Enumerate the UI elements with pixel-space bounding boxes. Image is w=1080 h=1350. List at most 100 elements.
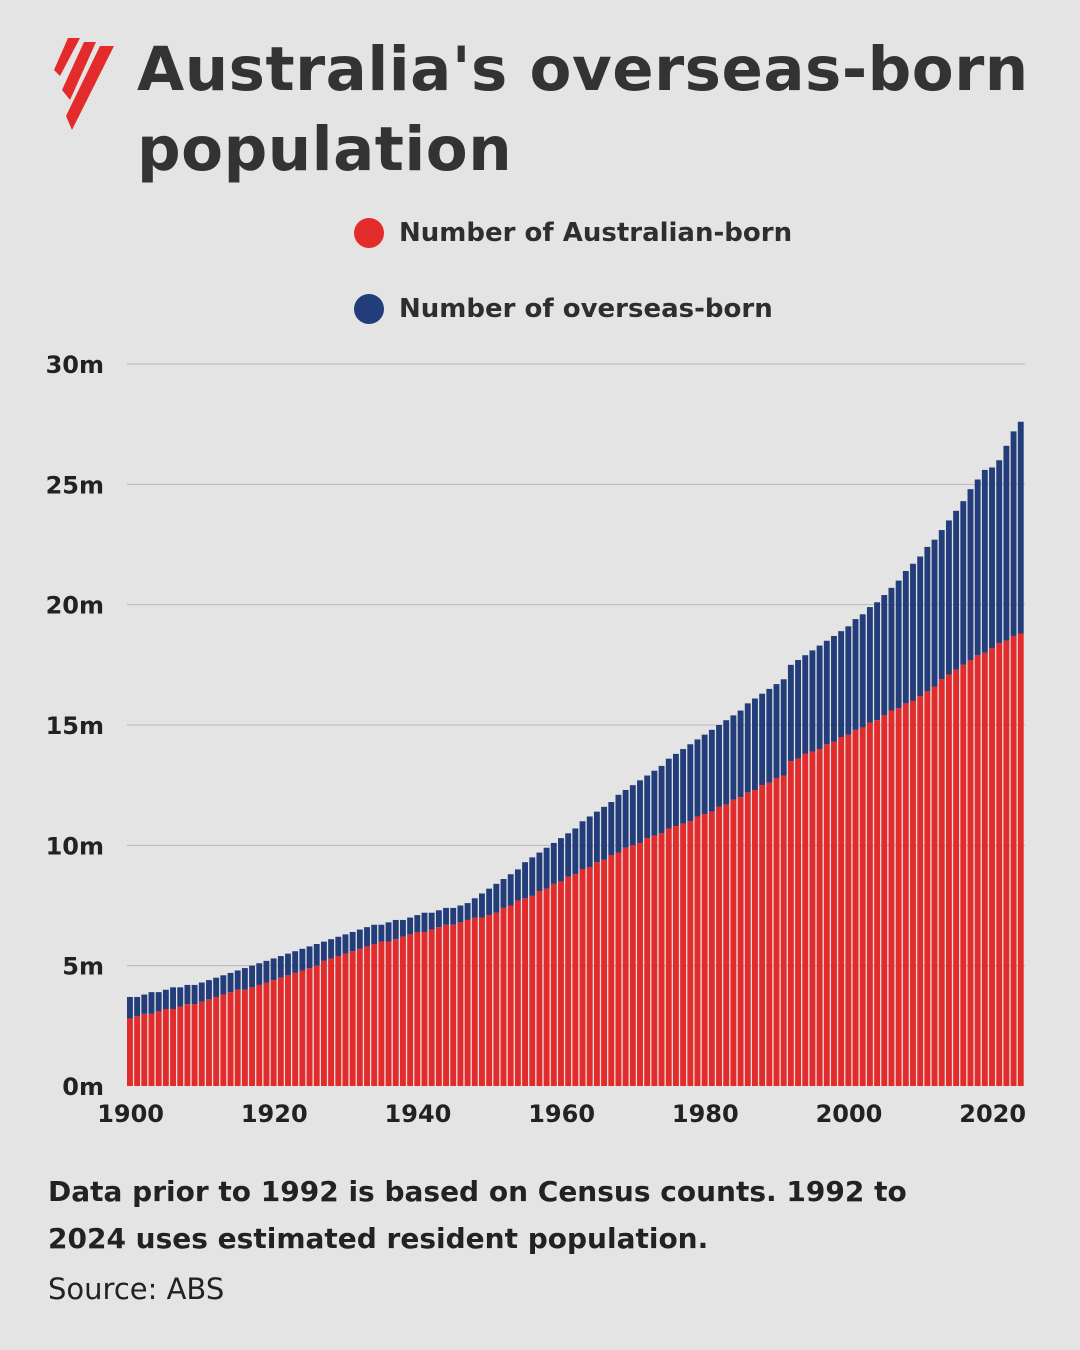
bar-overseas-born-1948 bbox=[471, 898, 478, 918]
bar-australian-born-2023 bbox=[1010, 635, 1017, 1086]
bar-australian-born-1977 bbox=[680, 823, 687, 1086]
bar-overseas-born-1949 bbox=[479, 893, 485, 918]
bar-overseas-born-1960 bbox=[558, 838, 564, 882]
bar-overseas-born-1919 bbox=[263, 960, 270, 983]
bar-overseas-born-1978 bbox=[687, 744, 694, 822]
bar-overseas-born-1941 bbox=[421, 912, 428, 932]
bar-overseas-born-1972 bbox=[644, 775, 651, 839]
bar-australian-born-1995 bbox=[809, 751, 816, 1086]
bar-australian-born-1994 bbox=[802, 753, 809, 1086]
footnote: Data prior to 1992 is based on Census co… bbox=[48, 1168, 1048, 1262]
legend-dot-red-icon bbox=[354, 218, 384, 248]
bar-australian-born-1934 bbox=[371, 944, 378, 1086]
bar-australian-born-1991 bbox=[780, 775, 787, 1086]
title-line-2: population bbox=[137, 114, 513, 185]
bar-overseas-born-1944 bbox=[443, 907, 449, 925]
bar-australian-born-1918 bbox=[256, 984, 263, 1086]
y-tick-label: 15m bbox=[46, 712, 104, 740]
title-line-1: Australia's overseas-born bbox=[137, 34, 1029, 105]
y-tick-label: 10m bbox=[46, 832, 104, 860]
bar-australian-born-1948 bbox=[471, 917, 478, 1086]
bar-australian-born-1950 bbox=[486, 915, 493, 1086]
bar-australian-born-1953 bbox=[507, 905, 514, 1086]
bar-australian-born-1945 bbox=[450, 924, 457, 1086]
bar-australian-born-1984 bbox=[730, 799, 737, 1086]
bar-overseas-born-1942 bbox=[428, 912, 435, 930]
bar-overseas-born-1904 bbox=[155, 992, 162, 1012]
bar-australian-born-1910 bbox=[198, 1001, 205, 1086]
bar-australian-born-1993 bbox=[795, 758, 801, 1086]
bar-overseas-born-1984 bbox=[730, 715, 737, 800]
bar-australian-born-2011 bbox=[924, 691, 931, 1086]
bar-overseas-born-2011 bbox=[924, 546, 931, 692]
bar-australian-born-2000 bbox=[845, 734, 852, 1086]
bar-overseas-born-1910 bbox=[198, 982, 205, 1002]
bar-australian-born-2013 bbox=[938, 679, 945, 1086]
bar-australian-born-1941 bbox=[421, 931, 428, 1086]
bar-overseas-born-1923 bbox=[292, 951, 299, 973]
bar-australian-born-1913 bbox=[220, 994, 227, 1086]
bar-overseas-born-2006 bbox=[888, 587, 895, 711]
bar-overseas-born-1964 bbox=[586, 816, 593, 867]
bar-australian-born-1923 bbox=[292, 972, 299, 1086]
bar-overseas-born-1907 bbox=[177, 987, 184, 1007]
bar-australian-born-2004 bbox=[874, 720, 881, 1086]
bar-australian-born-2024 bbox=[1017, 633, 1024, 1086]
bar-overseas-born-2001 bbox=[852, 619, 859, 730]
bar-overseas-born-2005 bbox=[881, 595, 888, 716]
bar-overseas-born-1965 bbox=[593, 811, 600, 863]
bar-overseas-born-1952 bbox=[500, 879, 507, 908]
bar-overseas-born-2003 bbox=[866, 607, 873, 723]
bar-australian-born-1957 bbox=[536, 891, 543, 1086]
x-tick-label: 1960 bbox=[528, 1100, 595, 1128]
bar-australian-born-2022 bbox=[1003, 640, 1010, 1086]
bar-australian-born-1976 bbox=[672, 826, 679, 1086]
y-tick-label: 20m bbox=[46, 592, 104, 620]
bar-australian-born-1947 bbox=[464, 919, 471, 1086]
legend-label: Number of overseas-born bbox=[399, 294, 773, 324]
bar-overseas-born-1993 bbox=[795, 660, 801, 759]
bar-australian-born-1924 bbox=[299, 970, 306, 1086]
bar-overseas-born-1937 bbox=[392, 919, 399, 940]
bar-australian-born-1972 bbox=[644, 838, 651, 1086]
bar-overseas-born-1989 bbox=[766, 688, 773, 783]
bar-overseas-born-1901 bbox=[134, 996, 141, 1017]
bar-overseas-born-1991 bbox=[780, 679, 787, 776]
bar-australian-born-1966 bbox=[601, 859, 608, 1086]
bar-australian-born-1921 bbox=[277, 977, 284, 1086]
bar-australian-born-2019 bbox=[981, 652, 988, 1086]
bar-australian-born-1926 bbox=[313, 965, 320, 1086]
bar-australian-born-1988 bbox=[759, 785, 766, 1086]
bar-overseas-born-1992 bbox=[787, 664, 794, 762]
bar-australian-born-1928 bbox=[328, 958, 335, 1086]
bar-australian-born-1951 bbox=[493, 912, 500, 1086]
bar-australian-born-1955 bbox=[522, 898, 529, 1086]
legend-label: Number of Australian-born bbox=[399, 218, 793, 248]
bar-overseas-born-1900 bbox=[127, 996, 133, 1019]
source-note: Source: ABS bbox=[48, 1272, 225, 1306]
legend-australian-born: Number of Australian-born bbox=[354, 218, 792, 248]
bar-australian-born-1940 bbox=[414, 931, 421, 1086]
bar-overseas-born-1909 bbox=[191, 984, 198, 1005]
bar-overseas-born-1977 bbox=[680, 749, 687, 824]
bar-australian-born-1983 bbox=[723, 804, 730, 1086]
bar-overseas-born-1933 bbox=[364, 927, 370, 947]
bar-australian-born-1982 bbox=[716, 806, 722, 1086]
bar-overseas-born-1970 bbox=[629, 785, 636, 846]
bar-australian-born-1908 bbox=[184, 1004, 191, 1086]
bar-overseas-born-2017 bbox=[967, 489, 974, 661]
bar-australian-born-1989 bbox=[766, 782, 773, 1086]
y-tick-label: 30m bbox=[46, 351, 104, 379]
bar-overseas-born-2008 bbox=[902, 570, 909, 704]
bar-overseas-born-1966 bbox=[601, 806, 608, 860]
bar-australian-born-2002 bbox=[859, 727, 866, 1086]
bar-australian-born-1925 bbox=[306, 968, 313, 1086]
bar-australian-born-1952 bbox=[500, 907, 507, 1086]
bar-overseas-born-2010 bbox=[917, 556, 924, 697]
bar-overseas-born-1913 bbox=[220, 975, 227, 995]
bar-overseas-born-1951 bbox=[493, 883, 500, 913]
bar-overseas-born-1939 bbox=[407, 917, 414, 935]
legend-dot-blue-icon bbox=[354, 294, 384, 324]
bar-overseas-born-1935 bbox=[378, 924, 385, 942]
bar-overseas-born-1914 bbox=[227, 972, 234, 993]
